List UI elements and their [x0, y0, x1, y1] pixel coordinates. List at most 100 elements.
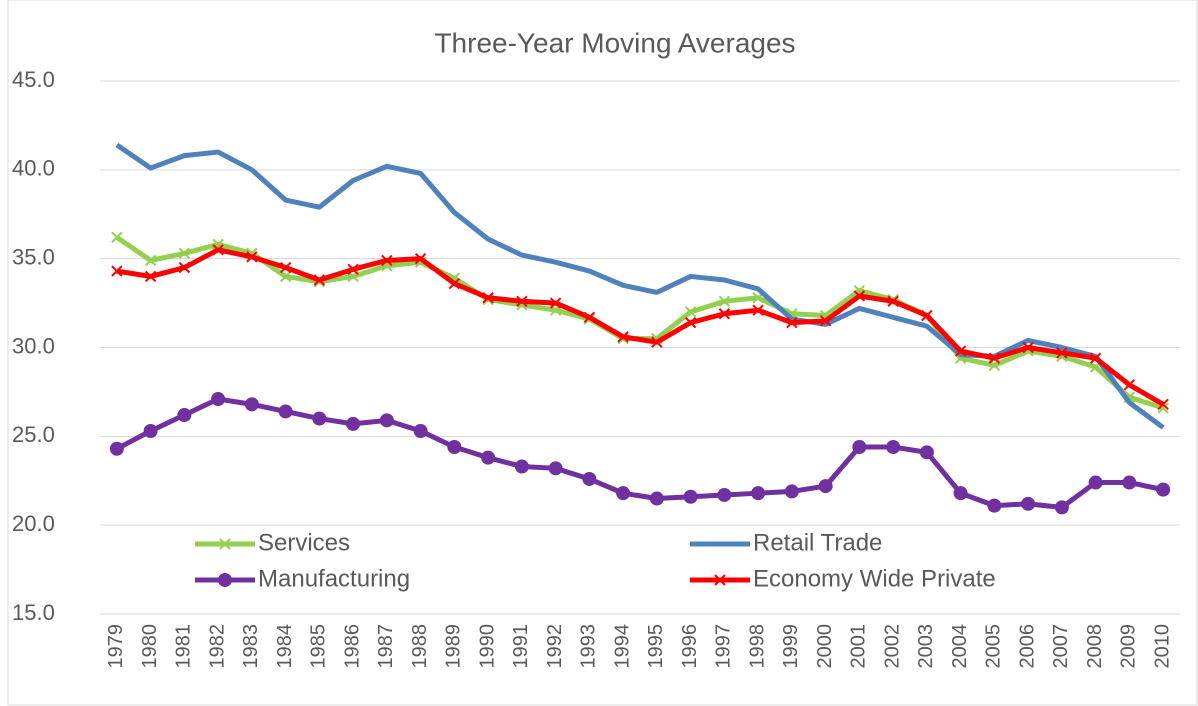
point-marker	[786, 316, 798, 329]
x-tick-label: 1985	[308, 624, 330, 669]
point-marker	[886, 439, 901, 454]
x-tick-label: 1999	[780, 624, 802, 669]
point-marker	[954, 345, 967, 357]
point-marker	[279, 261, 292, 274]
chart-title: Three-Year Moving Averages	[434, 27, 795, 58]
point-marker	[111, 231, 123, 244]
x-tick-label: 2008	[1084, 624, 1106, 669]
point-marker	[347, 263, 359, 276]
point-marker	[516, 295, 528, 308]
legend-marker	[219, 538, 231, 550]
point-marker	[617, 331, 629, 343]
point-marker	[718, 308, 731, 320]
x-tick-label: 2004	[949, 624, 971, 669]
y-tick-label: 35.0	[12, 244, 55, 269]
point-marker	[548, 461, 563, 476]
point-marker	[144, 270, 157, 283]
point-marker	[313, 274, 326, 286]
x-tick-label: 1994	[611, 624, 633, 669]
x-tick-label: 1990	[476, 624, 498, 669]
point-marker	[582, 471, 597, 486]
x-tick-label: 1981	[173, 624, 195, 669]
point-marker	[312, 411, 327, 426]
point-marker	[448, 277, 461, 290]
point-marker	[683, 489, 698, 504]
x-tick-label: 2010	[1151, 624, 1173, 669]
point-marker	[212, 244, 224, 256]
point-marker	[752, 304, 764, 316]
series-line	[115, 142, 1165, 430]
point-marker	[381, 254, 393, 267]
point-marker	[178, 261, 191, 274]
point-marker	[1022, 341, 1034, 354]
point-marker	[988, 352, 1001, 364]
point-marker	[447, 439, 462, 454]
point-marker	[1156, 482, 1171, 497]
point-marker	[818, 479, 833, 494]
point-marker	[1089, 352, 1102, 364]
x-tick-label: 2005	[983, 624, 1005, 669]
x-tick-label: 1988	[409, 624, 431, 669]
x-tick-label: 1989	[443, 624, 465, 669]
point-marker	[278, 404, 293, 419]
series-line	[116, 247, 1165, 407]
point-marker	[1122, 475, 1137, 490]
point-marker	[177, 408, 192, 423]
point-marker	[649, 491, 664, 506]
point-marker	[1054, 500, 1069, 515]
y-tick-label: 45.0	[12, 67, 55, 92]
point-marker	[109, 441, 124, 456]
legend-label: Economy Wide Private	[753, 565, 996, 592]
x-tick-label: 1996	[679, 624, 701, 669]
x-tick-label: 1982	[206, 624, 228, 669]
point-marker	[953, 486, 968, 501]
point-marker	[111, 265, 123, 277]
x-tick-label: 2000	[814, 624, 836, 669]
point-marker	[244, 397, 259, 412]
point-marker	[784, 484, 799, 499]
point-marker	[143, 424, 158, 439]
x-tick-label: 1997	[713, 624, 735, 669]
point-marker	[414, 252, 427, 265]
x-tick-label: 1987	[375, 624, 397, 669]
point-marker	[887, 295, 899, 308]
x-tick-label: 2002	[881, 624, 903, 669]
point-marker	[549, 297, 562, 309]
point-marker	[379, 413, 394, 428]
y-tick-label: 30.0	[12, 333, 55, 358]
y-tick-label: 40.0	[12, 156, 55, 181]
y-tick-label: 15.0	[12, 600, 55, 625]
legend-marker	[714, 574, 726, 586]
point-marker	[1088, 475, 1103, 490]
point-marker	[717, 487, 732, 502]
point-marker	[1157, 398, 1169, 411]
point-marker	[919, 445, 934, 460]
point-marker	[481, 450, 496, 465]
point-marker	[144, 254, 157, 267]
x-tick-label: 2003	[915, 624, 937, 669]
x-tick-label: 2006	[1016, 624, 1038, 669]
legend-label: Retail Trade	[753, 529, 882, 556]
x-tick-label: 2009	[1118, 624, 1140, 669]
point-marker	[751, 486, 766, 501]
point-marker	[1021, 496, 1036, 511]
legend-marker	[218, 573, 232, 587]
x-tick-label: 1993	[578, 624, 600, 669]
point-marker	[921, 309, 933, 322]
point-marker	[279, 270, 292, 283]
point-marker	[178, 247, 191, 260]
point-marker	[853, 290, 866, 302]
point-marker	[413, 424, 428, 439]
point-marker	[684, 316, 697, 329]
point-marker	[482, 292, 494, 304]
point-marker	[583, 311, 596, 324]
point-marker	[346, 416, 361, 431]
series-line	[115, 396, 1164, 510]
legend-label: Manufacturing	[258, 565, 410, 592]
x-tick-label: 2001	[848, 624, 870, 669]
y-tick-label: 25.0	[12, 422, 55, 447]
x-tick-label: 1991	[510, 624, 532, 669]
y-tick-label: 20.0	[12, 511, 55, 536]
point-marker	[718, 295, 731, 308]
